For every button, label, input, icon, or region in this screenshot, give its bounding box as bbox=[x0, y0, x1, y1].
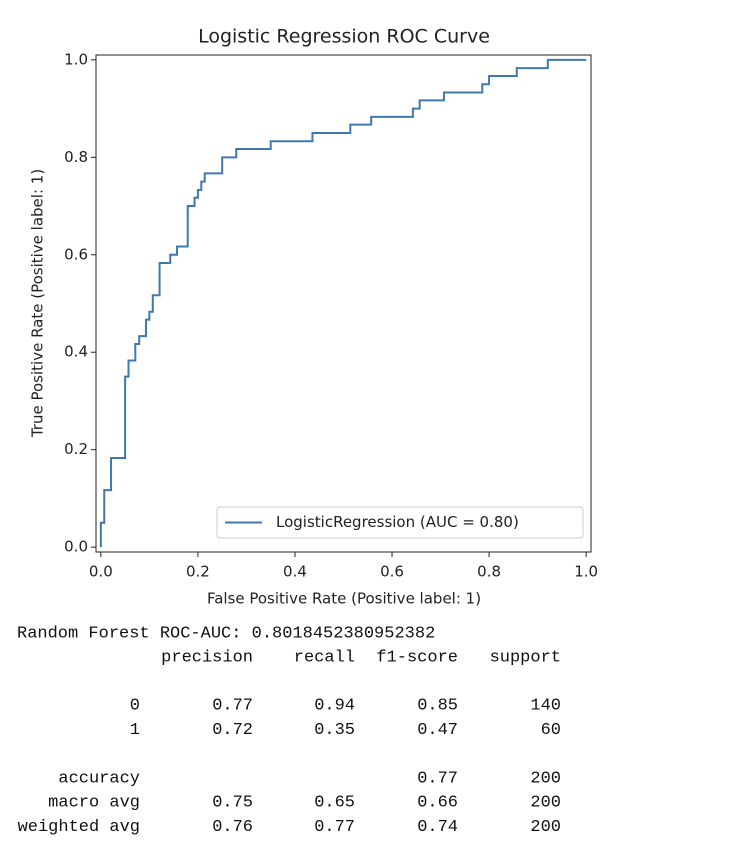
report-row-label: weighted avg bbox=[18, 818, 140, 837]
report-cell: 200 bbox=[530, 794, 561, 813]
y-tick-label: 1.0 bbox=[64, 50, 88, 68]
x-tick-label: 0.6 bbox=[380, 563, 404, 581]
x-tick-label: 0.2 bbox=[186, 563, 210, 581]
x-tick-label: 0.8 bbox=[477, 563, 501, 581]
report-cell: 0.74 bbox=[417, 818, 458, 837]
plot-frame bbox=[95, 54, 592, 553]
report-column-header: precision bbox=[161, 648, 253, 667]
report-title: Random Forest ROC-AUC: 0.801845238095238… bbox=[17, 624, 435, 643]
report-cell: 0.35 bbox=[314, 721, 355, 740]
report-cell: 0.77 bbox=[314, 818, 355, 837]
chart-title: Logistic Regression ROC Curve bbox=[198, 26, 490, 48]
report-column-header: f1-score bbox=[376, 648, 458, 667]
x-axis-label: False Positive Rate (Positive label: 1) bbox=[207, 590, 481, 608]
report-column-header: support bbox=[490, 648, 561, 667]
report-row-label: 0 bbox=[130, 696, 140, 715]
report-cell: 200 bbox=[530, 818, 561, 837]
legend-label: LogisticRegression (AUC = 0.80) bbox=[276, 513, 519, 531]
x-tick-label: 0.4 bbox=[283, 563, 307, 581]
report-row-label: accuracy bbox=[58, 769, 140, 788]
y-tick-label: 0.2 bbox=[64, 440, 88, 458]
report-cell: 0.94 bbox=[314, 696, 355, 715]
y-tick-label: 0.4 bbox=[64, 343, 88, 361]
y-axis-label: True Positive Rate (Positive label: 1) bbox=[29, 169, 47, 438]
x-tick-label: 1.0 bbox=[574, 563, 598, 581]
roc-curve bbox=[99, 58, 587, 548]
report-cell: 0.47 bbox=[417, 721, 458, 740]
report-cell: 140 bbox=[530, 696, 561, 715]
y-tick-label: 0.8 bbox=[64, 148, 88, 166]
report-row-label: macro avg bbox=[48, 794, 140, 813]
report-cell: 0.76 bbox=[212, 818, 253, 837]
report-cell: 0.75 bbox=[212, 794, 253, 813]
report-row-label: 1 bbox=[130, 721, 140, 740]
report-cell: 60 bbox=[541, 721, 561, 740]
report-cell: 0.66 bbox=[417, 794, 458, 813]
report-cell: 0.72 bbox=[212, 721, 253, 740]
report-cell: 0.85 bbox=[417, 696, 458, 715]
report-cell: 200 bbox=[530, 769, 561, 788]
report-cell: 0.65 bbox=[314, 794, 355, 813]
x-tick-label: 0.0 bbox=[89, 563, 113, 581]
y-tick-label: 0.6 bbox=[64, 245, 88, 263]
legend-box bbox=[216, 506, 584, 539]
report-cell: 0.77 bbox=[212, 696, 253, 715]
y-tick-label: 0.0 bbox=[64, 538, 88, 556]
report-column-header: recall bbox=[294, 648, 355, 667]
report-cell: 0.77 bbox=[417, 769, 458, 788]
